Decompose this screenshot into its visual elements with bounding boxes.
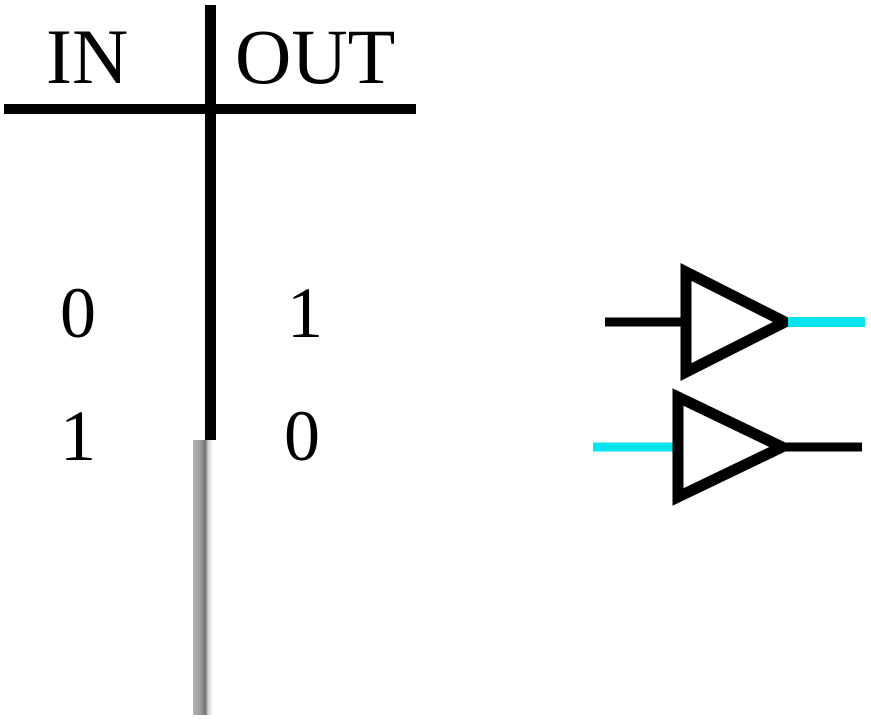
gate-diagram-svg [593, 263, 865, 506]
row-1-output: 0 [284, 396, 320, 476]
column-divider-faded [193, 440, 213, 715]
buffer-triangle-icon [672, 388, 795, 506]
row-0-input: 0 [60, 273, 96, 353]
gate-diagram [580, 255, 871, 525]
header-out: OUT [235, 13, 396, 100]
gate-bottom [593, 388, 862, 506]
buffer-triangle-icon [680, 263, 798, 381]
header-in: IN [46, 13, 129, 100]
row-1-input: 1 [60, 396, 96, 476]
truth-table: IN OUT 0 1 1 0 [0, 0, 420, 720]
row-0-output: 1 [287, 273, 323, 353]
gate-top [605, 263, 865, 381]
column-divider [205, 5, 216, 440]
